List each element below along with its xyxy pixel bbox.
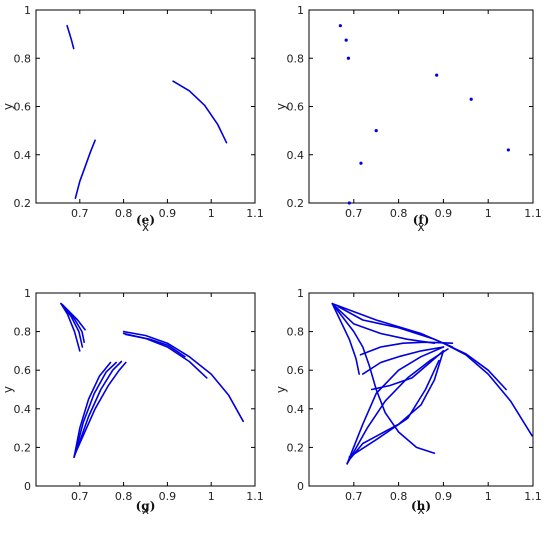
data-point: [435, 73, 439, 77]
series-line: [442, 342, 507, 391]
y-tick-label: 0.6: [287, 364, 305, 377]
panel-label: (e): [136, 213, 155, 227]
data-point: [374, 129, 378, 133]
y-tick-label: 0.2: [14, 197, 32, 210]
y-tick-label: 0.4: [14, 149, 32, 162]
series-line: [73, 360, 123, 458]
series-line: [122, 330, 244, 423]
plot-frame: [35, 9, 256, 204]
x-tick-label: 0.9: [159, 207, 177, 220]
series-line: [74, 139, 96, 199]
x-tick-label: 0.9: [435, 490, 453, 503]
data-point: [359, 161, 363, 165]
series-line: [331, 302, 360, 375]
y-tick-label: 0.8: [14, 52, 32, 65]
data-point: [469, 97, 473, 101]
series-line: [73, 361, 117, 458]
panel-label: (g): [136, 499, 156, 513]
y-tick-label: 0.6: [287, 101, 305, 114]
x-tick-label: 1.1: [246, 207, 264, 220]
x-tick-label: 0.7: [345, 490, 363, 503]
y-axis-label: y: [1, 103, 15, 110]
series-line: [370, 350, 445, 391]
y-tick-label: 1: [24, 4, 31, 17]
data-point: [338, 24, 342, 28]
series-line: [346, 348, 449, 465]
panel-label: (f): [413, 213, 430, 227]
x-tick-label: 1.1: [524, 490, 542, 503]
panel-e: 0.7 0.8 0.9 1 1.1 0.2 0.4 0.6 0.8 1 x y (e): [1, 4, 264, 234]
series-line: [74, 361, 127, 454]
x-axis-label: x: [417, 503, 424, 517]
x-tick-label: 1: [208, 490, 215, 503]
data-point: [344, 38, 348, 42]
y-tick-label: 0.8: [287, 52, 305, 65]
y-tick-label: 0: [24, 480, 31, 493]
x-tick-label: 0.8: [390, 490, 408, 503]
x-axis-label: x: [142, 503, 149, 517]
plot-frame: [308, 9, 534, 204]
y-tick-label: 0.8: [287, 326, 305, 339]
series-line: [348, 359, 440, 458]
series-line: [61, 303, 86, 331]
y-axis-label: y: [274, 386, 288, 393]
x-axis-label: x: [142, 220, 149, 234]
series-line: [331, 302, 436, 454]
series-line: [359, 341, 454, 356]
x-tick-label: 0.8: [115, 490, 133, 503]
y-tick-label: 0.4: [287, 149, 305, 162]
series-line: [66, 24, 75, 50]
y-tick-label: 0.4: [14, 403, 32, 416]
y-tick-label: 1: [297, 4, 304, 17]
x-tick-label: 0.9: [435, 207, 453, 220]
series-line: [172, 80, 228, 144]
x-tick-label: 1.1: [524, 207, 542, 220]
series-line: [331, 302, 436, 344]
y-tick-label: 0.2: [287, 197, 305, 210]
x-tick-label: 1.1: [246, 490, 264, 503]
plot-frame: [35, 292, 256, 487]
series-line: [347, 350, 445, 462]
x-tick-label: 0.7: [345, 207, 363, 220]
y-tick-label: 0: [297, 480, 304, 493]
x-tick-label: 0.8: [115, 207, 133, 220]
panel-h: 0.7 0.8 0.9 1 1.1 0 0.2 0.4 0.6 0.8 1 x y (h): [274, 287, 542, 517]
y-tick-label: 0.2: [287, 441, 305, 454]
y-tick-label: 0.8: [14, 326, 32, 339]
y-axis-label: y: [274, 103, 288, 110]
y-tick-label: 0.2: [14, 441, 32, 454]
series-line: [73, 361, 112, 458]
y-tick-label: 1: [24, 287, 31, 300]
series-line: [122, 332, 208, 379]
x-axis-label: x: [417, 220, 424, 234]
panel-g: 0.7 0.8 0.9 1 1.1 0 0.2 0.4 0.6 0.8 1 x y (g): [1, 287, 264, 517]
x-tick-label: 1: [485, 207, 492, 220]
data-point: [346, 56, 351, 60]
plot-frame: [308, 292, 534, 487]
x-tick-label: 1: [208, 207, 215, 220]
y-axis-label: y: [1, 386, 15, 393]
series-line: [362, 346, 445, 375]
series-line: [346, 346, 445, 465]
panel-label: (h): [411, 499, 431, 513]
series-line: [331, 302, 533, 437]
y-tick-label: 0.4: [287, 403, 305, 416]
y-tick-label: 1: [297, 287, 304, 300]
x-tick-label: 0.7: [71, 207, 89, 220]
data-point: [347, 201, 351, 205]
data-point: [506, 148, 510, 152]
series-line: [125, 333, 186, 358]
y-tick-label: 0.6: [14, 364, 32, 377]
y-tick-label: 0.6: [14, 101, 32, 114]
series-line: [60, 302, 85, 343]
x-tick-label: 0.8: [390, 207, 408, 220]
x-tick-label: 1: [485, 490, 492, 503]
series-line: [337, 305, 454, 348]
panel-f: 0.7 0.8 0.9 1 1.1 0.2 0.4 0.6 0.8 1 x y (f): [274, 4, 542, 234]
x-tick-label: 0.7: [71, 490, 89, 503]
x-tick-label: 0.9: [159, 490, 177, 503]
